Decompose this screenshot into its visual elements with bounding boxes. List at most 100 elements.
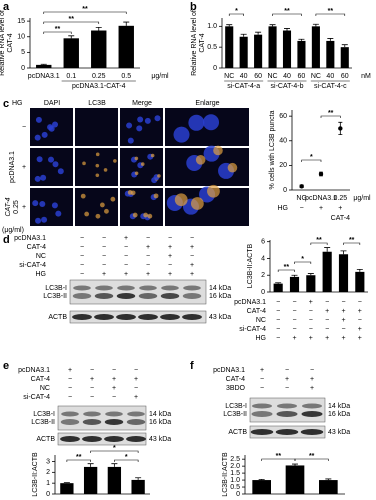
condition-sign: − (102, 253, 106, 260)
condition-label: si-CAT-4 (19, 262, 46, 269)
unit-label: (μg/ml) (2, 227, 24, 234)
bar (311, 26, 320, 68)
x-tick-label: 0.1 (66, 73, 76, 80)
nucleus (35, 116, 42, 123)
significance-label: ** (316, 237, 322, 244)
loading-label: ACTB (48, 314, 67, 321)
bar (252, 480, 271, 494)
y-tick-label: 1.0 (230, 477, 240, 484)
significance-label: ** (309, 453, 315, 460)
condition-sign: + (292, 335, 296, 342)
significance-label: ** (349, 237, 355, 244)
condition-sign: − (80, 235, 84, 242)
nucleus (188, 114, 205, 131)
blot (57, 405, 147, 431)
condition-sign: + (168, 244, 172, 251)
puncta (80, 193, 86, 199)
condition-sign: − (285, 385, 289, 392)
significance-label: ** (69, 16, 75, 23)
bar (268, 26, 277, 68)
condition-sign: − (102, 262, 106, 269)
puncta (95, 173, 100, 178)
condition-sign: − (276, 308, 280, 315)
condition-sign: − (80, 271, 84, 278)
condition-label: CAT-4 (31, 376, 50, 383)
nucleus (52, 121, 59, 128)
significance-label: ** (76, 454, 82, 461)
nucleus (47, 124, 54, 131)
nucleus (126, 122, 133, 129)
error-bar (327, 38, 334, 41)
nucleus (144, 117, 151, 124)
puncta (150, 153, 155, 158)
y-tick-label: 0 (213, 65, 217, 72)
panel-label: f (190, 360, 194, 372)
band (94, 314, 114, 320)
condition-label: si-CAT-4 (23, 394, 50, 401)
error-bar (356, 268, 363, 272)
bar (239, 36, 248, 68)
band (138, 314, 158, 320)
row-label: 0.25 (13, 200, 20, 214)
puncta (99, 202, 105, 208)
bar (338, 254, 349, 292)
x-tick-label: NC (224, 73, 234, 80)
significance-bracket (294, 458, 329, 461)
y-axis-label: LC3B-II:ACTB (247, 244, 254, 289)
condition-sign: + (190, 271, 194, 278)
puncta (157, 174, 161, 178)
condition-label: CAT-4 (27, 244, 46, 251)
puncta (113, 159, 117, 163)
significance-bracket (294, 261, 312, 264)
y-tick-label: 0 (236, 491, 240, 498)
condition-sign: − (112, 367, 116, 374)
y-tick-label: 0 (261, 289, 265, 296)
y-axis-label: LC3B-II:ACTB (222, 452, 229, 497)
blot (249, 397, 326, 423)
puncta (134, 171, 139, 176)
nucleus (203, 114, 220, 131)
y-tick-label: 2 (46, 469, 50, 476)
error-bar (226, 24, 233, 27)
x-tick-label: NC (311, 73, 321, 80)
condition-sign: − (134, 385, 138, 392)
bar (322, 251, 332, 292)
puncta (140, 162, 145, 166)
condition-sign: − (68, 394, 72, 401)
y-tick-label: 4 (261, 255, 265, 262)
condition-sign: − (124, 262, 128, 269)
significance-bracket (90, 450, 139, 453)
row-label: pcDNA3.1 (9, 151, 16, 183)
bar (306, 275, 316, 292)
row-sign: + (22, 204, 26, 211)
micrograph (75, 108, 118, 146)
panel-label: c (3, 98, 9, 110)
data-point (318, 171, 324, 177)
y-tick-label: 5 (21, 49, 25, 56)
y-tick-label: 6 (261, 239, 265, 246)
error-bar (284, 28, 290, 31)
condition-sign: + (310, 376, 314, 383)
condition-sign: + (168, 253, 172, 260)
condition-sign: − (102, 244, 106, 251)
error-bar (341, 44, 348, 48)
puncta (227, 162, 238, 173)
condition-sign: + (319, 205, 323, 212)
condition-sign: − (146, 235, 150, 242)
band (160, 293, 180, 299)
bar (131, 479, 145, 494)
condition-sign: − (260, 376, 264, 383)
band (116, 293, 136, 299)
condition-sign: − (80, 244, 84, 251)
bar (289, 276, 300, 292)
condition-sign: − (358, 299, 362, 306)
band (183, 285, 201, 291)
x-tick-label: 40 (326, 73, 334, 80)
band (138, 293, 158, 299)
y-tick-label: 1 (46, 480, 50, 487)
condition-sign: + (325, 335, 329, 342)
band (182, 314, 202, 320)
band-label: LC3B-I (225, 403, 247, 410)
y-axis-label: Relative RNA level of (191, 10, 198, 76)
